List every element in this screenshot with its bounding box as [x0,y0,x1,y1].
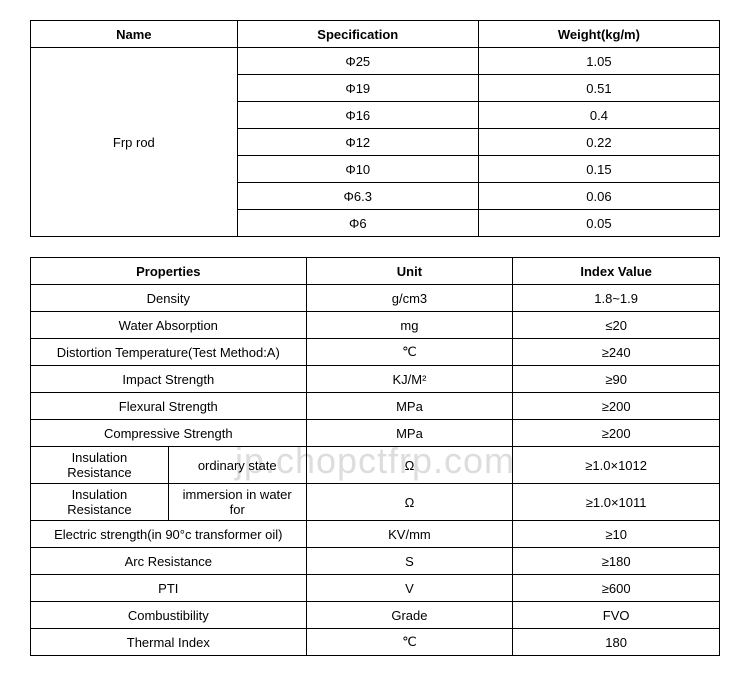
prop-cell: PTI [31,575,307,602]
spec-weight-table: Name Specification Weight(kg/m) Frp rod … [30,20,720,237]
unit-cell: MPa [306,393,513,420]
unit-cell: S [306,548,513,575]
prop-cell-a: Insulation Resistance [31,447,169,484]
val-cell: ≥10 [513,521,720,548]
unit-cell: V [306,575,513,602]
val-cell: ≥1.0×1012 [513,447,720,484]
prop-cell-b: immersion in water for [168,484,306,521]
table-row: Distortion Temperature(Test Method:A) ℃ … [31,339,720,366]
unit-cell: Ω [306,447,513,484]
col-weight: Weight(kg/m) [478,21,719,48]
table-row: Frp rod Φ25 1.05 [31,48,720,75]
val-cell: ≥90 [513,366,720,393]
val-cell: ≥200 [513,420,720,447]
val-cell: FVO [513,602,720,629]
table-row: Compressive Strength MPa ≥200 [31,420,720,447]
weight-cell: 0.51 [478,75,719,102]
spec-cell: Φ16 [237,102,478,129]
val-cell: ≥1.0×1011 [513,484,720,521]
prop-cell: Arc Resistance [31,548,307,575]
col-name: Name [31,21,238,48]
unit-cell: g/cm3 [306,285,513,312]
val-cell: 1.8~1.9 [513,285,720,312]
val-cell: ≥180 [513,548,720,575]
prop-cell: Combustibility [31,602,307,629]
prop-cell: Density [31,285,307,312]
unit-cell: ℃ [306,629,513,656]
prop-cell-b: ordinary state [168,447,306,484]
unit-cell: Grade [306,602,513,629]
val-cell: 180 [513,629,720,656]
spec-cell: Φ12 [237,129,478,156]
val-cell: ≥600 [513,575,720,602]
prop-cell: Distortion Temperature(Test Method:A) [31,339,307,366]
table-row: PTI V ≥600 [31,575,720,602]
table-row: Density g/cm3 1.8~1.9 [31,285,720,312]
unit-cell: KJ/M² [306,366,513,393]
table-row: Insulation Resistance immersion in water… [31,484,720,521]
unit-cell: KV/mm [306,521,513,548]
spec-cell: Φ10 [237,156,478,183]
table-row: Insulation Resistance ordinary state Ω ≥… [31,447,720,484]
spec-cell: Φ6 [237,210,478,237]
val-cell: ≤20 [513,312,720,339]
val-cell: ≥240 [513,339,720,366]
unit-cell: Ω [306,484,513,521]
prop-cell-a: Insulation Resistance [31,484,169,521]
spec-cell: Φ6.3 [237,183,478,210]
table-row: Impact Strength KJ/M² ≥90 [31,366,720,393]
table-row: Water Absorption mg ≤20 [31,312,720,339]
table-row: Electric strength(in 90°c transformer oi… [31,521,720,548]
spec-cell: Φ25 [237,48,478,75]
prop-cell: Thermal Index [31,629,307,656]
table-row: Arc Resistance S ≥180 [31,548,720,575]
weight-cell: 0.4 [478,102,719,129]
weight-cell: 0.06 [478,183,719,210]
weight-cell: 0.22 [478,129,719,156]
table-row: Flexural Strength MPa ≥200 [31,393,720,420]
val-cell: ≥200 [513,393,720,420]
col-spec: Specification [237,21,478,48]
col-unit: Unit [306,258,513,285]
col-properties: Properties [31,258,307,285]
prop-cell: Electric strength(in 90°c transformer oi… [31,521,307,548]
prop-cell: Water Absorption [31,312,307,339]
prop-cell: Flexural Strength [31,393,307,420]
product-name-cell: Frp rod [31,48,238,237]
table-header-row: Name Specification Weight(kg/m) [31,21,720,48]
prop-cell: Compressive Strength [31,420,307,447]
table-header-row: Properties Unit Index Value [31,258,720,285]
weight-cell: 0.15 [478,156,719,183]
unit-cell: MPa [306,420,513,447]
properties-table: Properties Unit Index Value Density g/cm… [30,257,720,656]
table-row: Thermal Index ℃ 180 [31,629,720,656]
table-row: Combustibility Grade FVO [31,602,720,629]
unit-cell: mg [306,312,513,339]
weight-cell: 0.05 [478,210,719,237]
prop-cell: Impact Strength [31,366,307,393]
spec-cell: Φ19 [237,75,478,102]
col-index: Index Value [513,258,720,285]
unit-cell: ℃ [306,339,513,366]
weight-cell: 1.05 [478,48,719,75]
